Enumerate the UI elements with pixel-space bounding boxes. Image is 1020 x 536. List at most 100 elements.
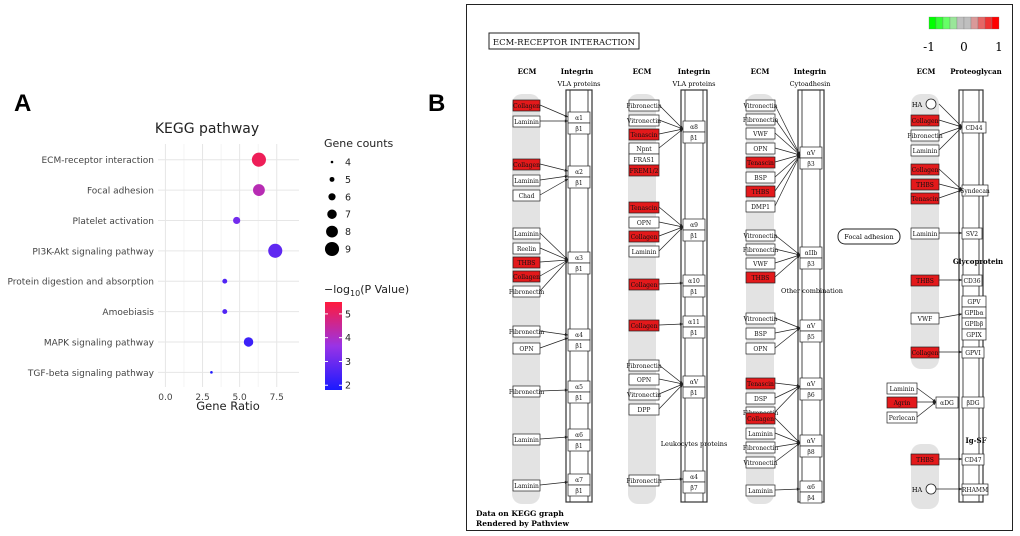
- laminin-box: [512, 479, 541, 492]
- scale-swatch: [970, 16, 979, 30]
- arrow-head: [958, 231, 962, 235]
- arrow-head: [564, 179, 568, 182]
- kegg-title: ECM-RECEPTOR INTERACTION: [493, 38, 636, 48]
- col3-cytoadhesin-label: Cytoadhesin: [790, 80, 831, 88]
- arrow-head: [679, 281, 683, 285]
- integrin-beta-box: [567, 176, 591, 189]
- arrow-line: [658, 104, 684, 130]
- arrow-line: [774, 118, 801, 156]
- col1-ecm-header: ECM: [518, 67, 537, 76]
- tenascin-label: Tenascin: [631, 205, 658, 212]
- arrow-line: [774, 254, 801, 264]
- integrin-alpha-label: α6: [575, 432, 583, 439]
- x-axis-ticks: 0.0 2.5 5.0 7.5: [158, 393, 284, 403]
- vitronectin-box: [745, 312, 776, 325]
- y-tick-label: Platelet activation: [72, 217, 154, 227]
- integrin-alpha-label: αV: [807, 150, 816, 157]
- collagen-box: [910, 163, 940, 176]
- collagen-label: Collagen: [747, 416, 774, 423]
- arrow-line: [774, 104, 801, 156]
- arrow-line: [539, 175, 569, 181]
- opn-label: OPN: [637, 377, 651, 384]
- size-legend-label: 9: [345, 245, 351, 256]
- focal-adhesion-box[interactable]: [837, 228, 901, 245]
- integrin-beta-label: β3: [807, 161, 814, 168]
- arrow-line: [658, 226, 684, 237]
- arrow-head: [679, 322, 683, 326]
- bsp-label: BSP: [754, 175, 767, 182]
- integrin-beta-label: β5: [807, 334, 814, 341]
- arrow-line: [658, 128, 684, 135]
- cd44-label: CD44: [965, 125, 982, 132]
- fras1-label: FRAS1: [634, 157, 655, 164]
- fibronectin-box: [628, 474, 660, 487]
- integrin-beta-box: [567, 391, 591, 404]
- ha-circle: [925, 98, 937, 110]
- arrow-head: [958, 457, 962, 461]
- collagen-box: [910, 346, 940, 359]
- color-legend-bar: [325, 302, 342, 390]
- vwf-label: VWF: [752, 261, 768, 268]
- arrow-line: [539, 259, 569, 292]
- y-tick-label: TGF-beta signaling pathway: [27, 369, 155, 379]
- vwf-box: [745, 127, 776, 140]
- fibronectin-label: Fibronectin: [509, 329, 545, 336]
- fibronectin-label: Fibronectin: [907, 133, 943, 140]
- kegg-pathway-map: ECM-RECEPTOR INTERACTION -1 0 1 ECM Inte…: [466, 4, 1013, 531]
- data-point: [222, 278, 228, 284]
- y-tick-label: MAPK signaling pathway: [44, 338, 155, 348]
- ha-circle: [925, 483, 937, 495]
- arrow-line: [539, 259, 569, 277]
- syndecan-box: [961, 184, 989, 197]
- laminin-label: Laminin: [748, 488, 773, 495]
- laminin-label: Laminin: [748, 431, 773, 438]
- integrin-beta-label: β1: [575, 126, 582, 133]
- integrin-alpha-label: αV: [807, 438, 816, 445]
- fibronectin-box: [745, 441, 776, 454]
- laminin-box: [512, 227, 541, 240]
- frem-box: [628, 164, 660, 177]
- thbs-box: [745, 185, 776, 198]
- integrin-alpha-label: αIIb: [805, 250, 818, 257]
- laminin-box: [910, 144, 940, 157]
- vwf-label: VWF: [917, 316, 933, 323]
- opn-box: [628, 216, 660, 229]
- integrin-alpha-label: αV: [807, 381, 816, 388]
- cd44-box: [961, 121, 987, 134]
- color-tick-label: 2: [345, 381, 351, 392]
- arrow-line: [774, 248, 801, 256]
- arrow-line: [774, 317, 801, 329]
- integrin-beta-label: β1: [690, 289, 697, 296]
- laminin-label: Laminin: [913, 231, 938, 238]
- color-legend-title: −log10(P Value): [324, 283, 409, 298]
- col4-proteoglycan-header: Proteoglycan: [950, 67, 1002, 76]
- arrow-line: [539, 247, 569, 261]
- arrow-head: [796, 386, 800, 390]
- x-tick-label: 0.0: [158, 393, 173, 403]
- vitronectin-label: Vitronectin: [626, 392, 661, 399]
- tenascin-box: [628, 128, 660, 141]
- arrow-line: [774, 154, 801, 178]
- arrow-head: [958, 123, 962, 127]
- integrin-beta-box: [682, 229, 706, 242]
- arrow-line: [658, 323, 684, 326]
- fibronectin-box: [745, 243, 776, 256]
- y-tick-label: PI3K-Akt signaling pathway: [32, 247, 154, 257]
- collagen-label: Collagen: [631, 234, 658, 241]
- arrow-line: [774, 442, 801, 463]
- scale-swatch: [956, 16, 965, 30]
- y-tick-label: ECM-receptor interaction: [42, 156, 155, 166]
- cd47-box: [961, 453, 985, 466]
- thbs-label: THBS: [518, 260, 536, 267]
- arrow-line: [774, 154, 801, 163]
- vitronectin-label: Vitronectin: [742, 103, 777, 110]
- scale-swatch: [977, 16, 986, 30]
- vitronectin-box: [628, 388, 660, 401]
- arrow-head: [679, 227, 683, 231]
- integrin-beta-box: [799, 257, 823, 270]
- integrin-beta-box: [799, 491, 823, 504]
- arrow-head: [958, 127, 962, 131]
- data-point: [243, 337, 254, 347]
- glycoprotein-header: Glycoprotein: [953, 257, 1003, 266]
- dmp1-label: DMP1: [751, 204, 770, 211]
